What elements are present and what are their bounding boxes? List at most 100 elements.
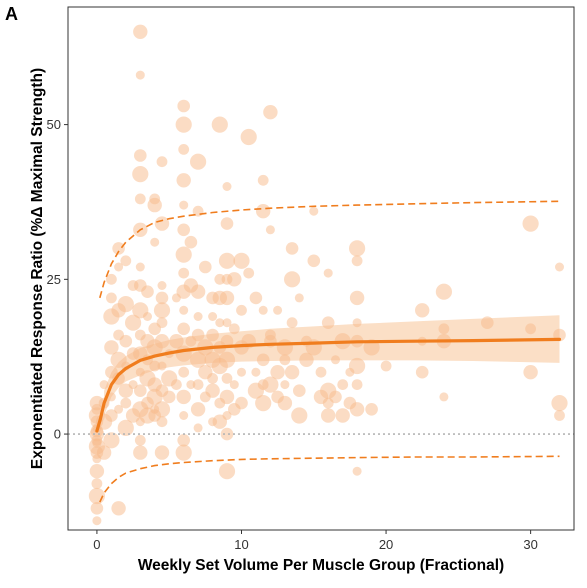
data-point	[179, 305, 189, 315]
data-point	[199, 260, 212, 274]
x-tick-label: 30	[523, 537, 537, 552]
data-point	[219, 389, 235, 405]
data-point	[154, 334, 170, 349]
data-point	[157, 281, 167, 290]
data-point	[154, 216, 170, 231]
data-point	[363, 339, 380, 356]
data-point	[263, 105, 278, 120]
data-point	[186, 380, 196, 390]
data-point	[177, 322, 190, 336]
plot-frame	[67, 6, 575, 531]
data-point	[255, 395, 272, 412]
data-point	[435, 283, 452, 300]
data-point	[228, 323, 240, 335]
data-point	[321, 408, 336, 423]
panel-label: A	[5, 4, 18, 24]
data-point	[177, 223, 190, 237]
data-point	[265, 329, 276, 341]
data-point	[157, 361, 167, 371]
data-point	[257, 174, 269, 186]
data-point	[141, 285, 154, 299]
data-point	[147, 197, 162, 213]
data-point	[352, 318, 362, 328]
data-point	[132, 166, 149, 183]
y-axis-title: Exponentiated Response Ratio (%Δ Maximal…	[29, 68, 46, 469]
data-point	[349, 290, 365, 306]
data-point	[96, 445, 112, 460]
data-point	[415, 365, 429, 379]
data-points-layer	[88, 24, 568, 526]
data-point	[222, 318, 232, 328]
data-point	[176, 389, 191, 405]
fit-line	[95, 337, 562, 433]
x-tick-label: 0	[93, 537, 100, 552]
data-point	[92, 438, 102, 448]
data-point	[280, 380, 290, 390]
data-point	[349, 357, 366, 375]
data-point	[135, 70, 145, 80]
data-point	[219, 290, 235, 306]
data-point	[286, 317, 298, 329]
prediction-lower-line	[99, 455, 560, 503]
data-point	[256, 353, 270, 367]
data-point	[380, 360, 392, 372]
data-point	[285, 242, 299, 255]
data-point	[179, 200, 189, 210]
data-point	[525, 323, 536, 335]
data-point	[134, 193, 146, 205]
data-point	[321, 316, 335, 330]
data-point	[323, 268, 333, 278]
data-point	[481, 316, 494, 330]
data-point	[237, 367, 246, 377]
data-point	[156, 416, 168, 428]
data-point	[315, 366, 327, 378]
data-point	[134, 384, 147, 398]
data-point	[262, 376, 279, 393]
data-point	[153, 302, 171, 319]
data-point	[191, 328, 205, 342]
data-point	[335, 408, 350, 423]
data-point	[106, 273, 117, 285]
data-point	[99, 380, 109, 390]
x-axis-title: Weekly Set Volume Per Muscle Group (Frac…	[138, 557, 504, 574]
data-point	[154, 445, 170, 460]
data-point	[220, 217, 234, 230]
data-point	[133, 24, 148, 39]
data-point	[119, 334, 133, 348]
data-point	[299, 352, 314, 367]
data-point	[218, 351, 236, 368]
data-point	[193, 312, 203, 321]
data-point	[190, 284, 206, 299]
data-point	[215, 318, 225, 328]
data-point	[89, 464, 105, 479]
data-point	[190, 402, 206, 417]
data-point	[222, 411, 232, 420]
data-point	[175, 246, 192, 263]
data-point	[156, 317, 168, 329]
data-point	[523, 365, 538, 380]
data-point	[179, 411, 189, 420]
data-point	[192, 379, 204, 390]
data-point	[256, 204, 271, 219]
data-point	[220, 427, 234, 441]
data-point	[276, 339, 293, 356]
data-point	[175, 444, 192, 461]
data-point	[294, 293, 304, 303]
data-point	[279, 354, 291, 366]
prediction-upper-line	[99, 200, 560, 299]
axis-ticks-layer: 0 10 20 30 0 25 50	[47, 117, 538, 552]
data-point	[120, 255, 132, 267]
data-point	[309, 206, 319, 216]
data-point	[120, 397, 132, 409]
data-point	[184, 235, 198, 249]
data-point	[91, 478, 103, 489]
data-point	[156, 156, 168, 168]
data-point	[273, 305, 283, 315]
data-point	[114, 404, 124, 414]
data-point	[117, 296, 134, 313]
data-point	[207, 373, 219, 384]
data-point	[171, 379, 182, 390]
data-point	[134, 149, 147, 162]
data-point	[293, 384, 306, 398]
